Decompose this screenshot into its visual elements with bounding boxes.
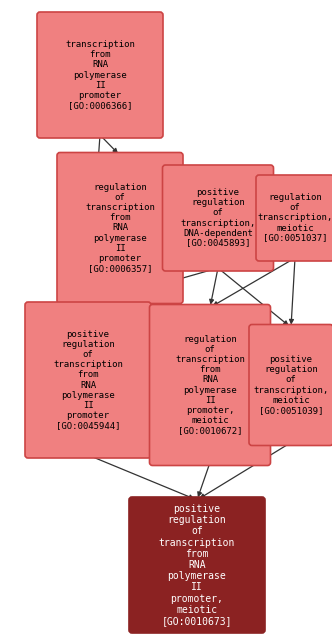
FancyBboxPatch shape	[249, 324, 332, 445]
Text: positive
regulation
of
transcription,
meiotic
[GO:0051039]: positive regulation of transcription, me…	[253, 355, 329, 415]
FancyBboxPatch shape	[162, 165, 274, 271]
FancyBboxPatch shape	[149, 304, 271, 466]
FancyBboxPatch shape	[129, 497, 265, 633]
Text: regulation
of
transcription
from
RNA
polymerase
II
promoter
[GO:0006357]: regulation of transcription from RNA pol…	[85, 183, 155, 273]
FancyBboxPatch shape	[37, 12, 163, 138]
FancyBboxPatch shape	[57, 152, 183, 303]
Text: positive
regulation
of
transcription
from
RNA
polymerase
II
promoter
[GO:0045944: positive regulation of transcription fro…	[53, 330, 123, 430]
FancyBboxPatch shape	[25, 302, 151, 458]
Text: positive
regulation
of
transcription
from
RNA
polymerase
II
promoter,
meiotic
[G: positive regulation of transcription fro…	[159, 504, 235, 626]
Text: regulation
of
transcription
from
RNA
polymerase
II
promoter,
meiotic
[GO:0010672: regulation of transcription from RNA pol…	[175, 335, 245, 434]
Text: regulation
of
transcription,
meiotic
[GO:0051037]: regulation of transcription, meiotic [GO…	[257, 194, 332, 243]
FancyBboxPatch shape	[256, 175, 332, 261]
Text: transcription
from
RNA
polymerase
II
promoter
[GO:0006366]: transcription from RNA polymerase II pro…	[65, 40, 135, 110]
Text: positive
regulation
of
transcription,
DNA-dependent
[GO:0045893]: positive regulation of transcription, DN…	[180, 189, 256, 248]
